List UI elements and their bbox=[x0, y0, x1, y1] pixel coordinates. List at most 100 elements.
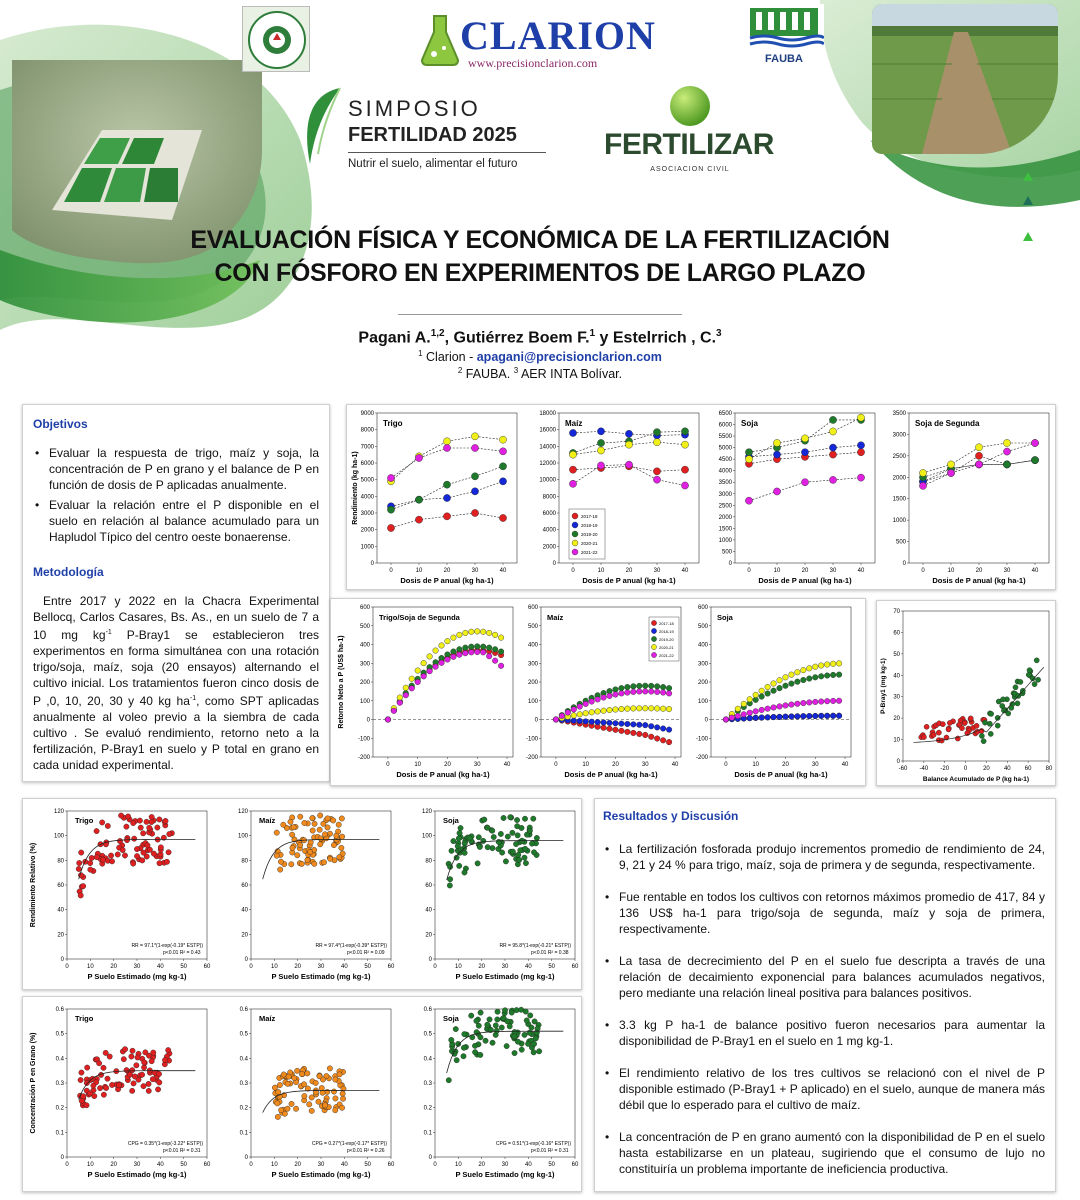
y-tick-label: 0.5 bbox=[56, 1032, 65, 1038]
data-point bbox=[612, 726, 619, 733]
y-tick-label: 0.1 bbox=[424, 1130, 433, 1136]
data-point bbox=[489, 827, 496, 834]
y-tick-label: 0.3 bbox=[424, 1081, 433, 1087]
data-point bbox=[317, 812, 324, 819]
data-point bbox=[450, 838, 457, 844]
data-point bbox=[476, 844, 483, 850]
fertilizar-name: FERTILIZAR bbox=[604, 128, 774, 161]
data-point bbox=[830, 671, 837, 678]
x-tick-label: 20 bbox=[294, 964, 301, 970]
data-point bbox=[471, 472, 479, 481]
x-axis-label: Dosis de P anual (kg ha-1) bbox=[400, 576, 494, 585]
y-tick-label: 1500 bbox=[719, 526, 733, 532]
data-point bbox=[324, 824, 331, 831]
data-point bbox=[994, 715, 1001, 721]
data-point bbox=[606, 707, 613, 714]
data-point bbox=[959, 725, 965, 732]
data-point bbox=[291, 1075, 298, 1081]
data-point bbox=[87, 1090, 94, 1097]
data-point bbox=[494, 1008, 501, 1015]
data-point bbox=[145, 1081, 152, 1087]
data-point bbox=[794, 700, 801, 707]
data-point bbox=[338, 815, 345, 822]
y-tick-label: 60 bbox=[241, 883, 248, 889]
y-tick-label: 600 bbox=[528, 605, 539, 611]
y-tick-label: 500 bbox=[722, 549, 733, 555]
data-point bbox=[93, 854, 100, 861]
data-point bbox=[456, 830, 463, 836]
data-point bbox=[660, 725, 667, 732]
data-point bbox=[332, 1107, 339, 1114]
data-point bbox=[414, 678, 421, 685]
data-point bbox=[987, 731, 994, 737]
y-tick-label: 400 bbox=[360, 643, 371, 649]
data-point bbox=[475, 834, 482, 841]
data-point bbox=[304, 1085, 311, 1092]
data-point bbox=[432, 647, 439, 654]
data-point bbox=[653, 438, 661, 446]
y-tick-label: 40 bbox=[241, 908, 248, 914]
data-point bbox=[75, 866, 82, 872]
y-tick-label: 500 bbox=[360, 624, 371, 630]
x-tick-label: 0 bbox=[433, 1162, 437, 1168]
data-point bbox=[764, 705, 771, 712]
data-point bbox=[740, 700, 747, 707]
data-point bbox=[499, 477, 507, 486]
data-point bbox=[582, 700, 589, 707]
simposio-logo: SIMPOSIO FERTILIDAD 2025 Nutrir el suelo… bbox=[300, 80, 560, 180]
data-point bbox=[495, 839, 502, 845]
y-tick-label: 0.4 bbox=[56, 1056, 65, 1062]
data-point bbox=[130, 860, 137, 867]
data-point bbox=[1001, 707, 1007, 714]
data-point bbox=[800, 700, 807, 707]
data-point bbox=[818, 662, 825, 669]
legend-marker bbox=[651, 652, 657, 658]
data-point bbox=[486, 629, 493, 636]
y-tick-label: 0 bbox=[429, 957, 433, 963]
data-point bbox=[516, 857, 523, 863]
email-link[interactable]: apagani@precisionclarion.com bbox=[476, 350, 662, 365]
equation-label: CPG = 0.35*(1-exp(-3.22* ESTP)) bbox=[128, 1141, 204, 1147]
list-item: Evaluar la relación entre el P disponibl… bbox=[33, 497, 319, 545]
equation-label: RR = 97.1*(1-exp(-0.19* ESTP)) bbox=[131, 943, 203, 949]
y-tick-label: 400 bbox=[528, 643, 539, 649]
data-point bbox=[502, 1007, 508, 1014]
y-axis-label: Rendimiento (kg ha-1) bbox=[352, 451, 359, 525]
x-tick-label: 30 bbox=[1004, 568, 1011, 574]
y-tick-label: 0 bbox=[245, 957, 249, 963]
data-point bbox=[125, 813, 132, 820]
data-point bbox=[818, 673, 825, 680]
data-point bbox=[477, 1052, 484, 1058]
y-tick-label: 0.5 bbox=[424, 1032, 433, 1038]
panel-title: Maíz bbox=[259, 1014, 276, 1023]
stats-label: p<0.01 R² = 0.31 bbox=[531, 1148, 569, 1154]
data-point bbox=[462, 650, 469, 657]
data-point bbox=[523, 1017, 530, 1024]
return-charts-panel: 0 10 20 30 40 -200 -100 0 100 200 300 400 500 600 Trig… bbox=[330, 598, 866, 786]
x-tick-label: 40 bbox=[682, 568, 689, 574]
data-point bbox=[618, 706, 625, 713]
y-tick-label: 14000 bbox=[539, 444, 556, 450]
data-point bbox=[515, 852, 522, 858]
plot-frame bbox=[372, 606, 514, 758]
data-point bbox=[143, 818, 150, 825]
panel-title: Trigo bbox=[75, 1014, 94, 1023]
data-point bbox=[331, 842, 337, 849]
y-tick-label: 60 bbox=[893, 630, 900, 636]
y-tick-label: 0 bbox=[429, 1155, 433, 1161]
data-point bbox=[480, 649, 487, 656]
data-point bbox=[475, 1022, 482, 1029]
x-tick-label: 40 bbox=[341, 964, 348, 970]
data-point bbox=[461, 1031, 468, 1038]
data-point bbox=[468, 649, 475, 656]
x-tick-label: 40 bbox=[1032, 568, 1039, 574]
data-point bbox=[518, 1046, 525, 1053]
data-point bbox=[570, 706, 577, 713]
data-point bbox=[570, 712, 577, 719]
data-point bbox=[468, 1012, 475, 1019]
y-tick-label: 0.2 bbox=[56, 1106, 65, 1112]
data-point bbox=[146, 824, 153, 831]
data-point bbox=[606, 692, 613, 699]
data-point bbox=[154, 824, 161, 831]
